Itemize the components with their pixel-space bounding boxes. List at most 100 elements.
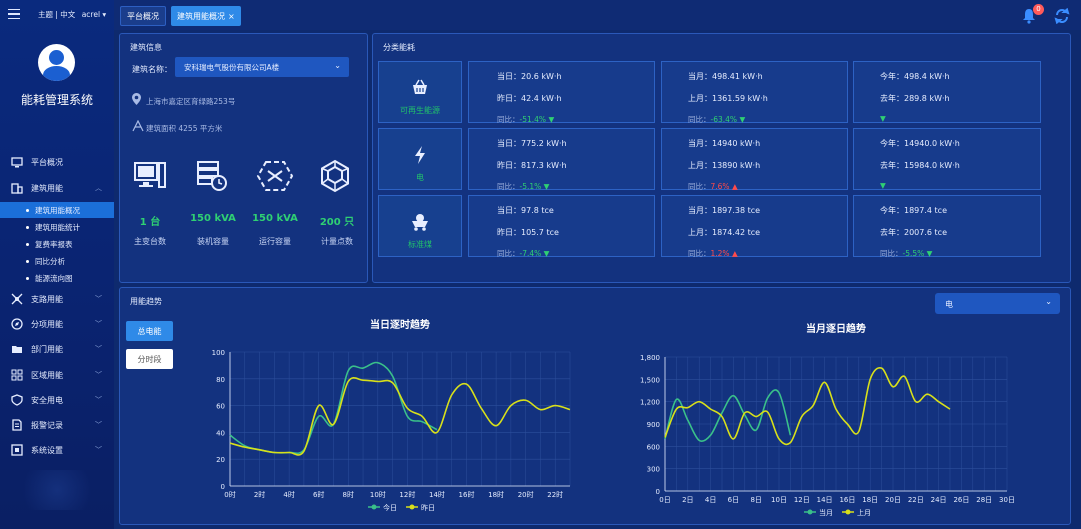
- x-tick-label: 8日: [750, 496, 761, 504]
- y-tick-label: 100: [212, 349, 225, 357]
- yoy-label: 同比：: [497, 182, 520, 191]
- chevron-down-icon: ﹀: [95, 345, 102, 353]
- total-energy-button[interactable]: 总电能: [126, 321, 173, 341]
- y-tick-label: 20: [216, 456, 225, 464]
- sidebar-item[interactable]: 分项用能 ﹀: [0, 313, 114, 335]
- coal-cart-icon: [410, 213, 430, 234]
- energy-value: 去年：15984.0 kW·h: [880, 161, 960, 170]
- notification-badge: 0: [1033, 4, 1044, 15]
- submenu-item[interactable]: 能源流向图: [0, 270, 114, 286]
- sidebar-item[interactable]: 报警记录 ﹀: [0, 414, 114, 436]
- category-day-cell: 当日：20.6 kW·h 昨日：42.4 kW·h 同比：-51.4% ▼: [468, 61, 655, 124]
- sidebar-decoration: [12, 470, 102, 510]
- y-tick-label: 80: [216, 376, 225, 384]
- caret-down-icon[interactable]: ▾: [102, 10, 107, 19]
- y-tick-label: 60: [216, 403, 225, 411]
- x-tick-label: 0时: [224, 490, 235, 499]
- bullet-icon: [26, 208, 29, 212]
- legend-label[interactable]: 当月: [819, 508, 833, 517]
- submenu-item[interactable]: 复费率报表: [0, 236, 114, 252]
- x-tick-label: 16日: [839, 496, 855, 504]
- stat-label: 装机容量: [197, 237, 229, 246]
- computer-icon: [134, 160, 166, 190]
- sidebar-item-label: 支路用能: [31, 294, 63, 304]
- sidebar-item[interactable]: 建筑用能 ︿: [0, 177, 114, 199]
- category-card[interactable]: 可再生能源: [378, 61, 462, 123]
- x-tick-label: 8时: [343, 490, 354, 499]
- sidebar-item[interactable]: 系统设置 ﹀: [0, 439, 114, 461]
- folder-icon: [10, 343, 23, 356]
- basket-icon: [411, 79, 429, 98]
- avatar[interactable]: [38, 44, 75, 81]
- submenu-item[interactable]: 同比分析: [0, 253, 114, 269]
- submenu-item[interactable]: 建筑用能概况: [0, 202, 114, 218]
- building-select[interactable]: 安科瑞电气股份有限公司A楼 ⌄: [175, 57, 349, 77]
- legend-label[interactable]: 昨日: [421, 503, 435, 512]
- yoy-line: ▼: [880, 114, 886, 123]
- time-period-button[interactable]: 分时段: [126, 349, 173, 369]
- button-label: 总电能: [137, 326, 162, 336]
- category-card[interactable]: 标准煤: [378, 195, 462, 257]
- bell-icon[interactable]: [1022, 8, 1036, 24]
- arrow-down-icon: ▼: [880, 114, 886, 123]
- submenu-label: 建筑用能统计: [35, 222, 80, 232]
- legend-marker: [845, 509, 851, 515]
- series-line: [229, 377, 571, 456]
- legend-label[interactable]: 上月: [857, 508, 871, 517]
- stat-value: 150 kVA: [190, 213, 236, 224]
- panel-title: 分类能耗: [383, 43, 415, 52]
- sidebar-item[interactable]: 区域用能 ﹀: [0, 364, 114, 386]
- sidebar-item[interactable]: 支路用能 ﹀: [0, 288, 114, 310]
- energy-value: 昨日：42.4 kW·h: [497, 94, 562, 103]
- yoy-line: 同比：7.6% ▲: [688, 181, 738, 192]
- energy-value: 上月：1361.59 kW·h: [688, 94, 768, 103]
- energy-value: 当月：14940 kW·h: [688, 139, 761, 148]
- y-tick-label: 1,500: [640, 376, 660, 384]
- bullet-icon: [26, 259, 29, 263]
- sidebar-item-label: 平台概况: [31, 157, 63, 167]
- arrow-down-icon: ▼: [543, 182, 550, 191]
- x-tick-label: 6时: [313, 490, 324, 499]
- energy-type-value: 电: [945, 300, 953, 309]
- tab-close-icon[interactable]: ×: [228, 11, 235, 21]
- arrow-down-icon: ▼: [543, 249, 550, 258]
- yoy-label: 同比：: [688, 182, 711, 191]
- y-tick-label: 0: [221, 483, 225, 491]
- x-tick-label: 10时: [370, 490, 386, 499]
- sidebar-item[interactable]: 平台概况: [0, 151, 114, 173]
- chart-title: 当月逐日趋势: [806, 322, 866, 335]
- submenu-label: 复费率报表: [35, 239, 73, 249]
- legend-marker: [371, 504, 377, 510]
- top-links[interactable]: 主题 | 中文: [38, 10, 76, 19]
- sidebar-item[interactable]: 部门用能 ﹀: [0, 338, 114, 360]
- x-tick-label: 16时: [459, 490, 475, 499]
- legend-marker: [409, 504, 415, 510]
- x-tick-label: 12日: [794, 496, 810, 504]
- bullet-icon: [26, 242, 29, 246]
- tab-platform-overview[interactable]: 平台概况: [120, 6, 166, 26]
- sidebar-item[interactable]: 安全用电 ﹀: [0, 389, 114, 411]
- username[interactable]: acrel: [81, 10, 101, 19]
- energy-type-select[interactable]: 电 ⌄: [935, 293, 1060, 314]
- category-card[interactable]: 电: [378, 128, 462, 190]
- yoy-value: 1.2%: [710, 249, 730, 258]
- panel-title: 用能趋势: [130, 297, 162, 306]
- chevron-up-icon: ︿: [95, 184, 102, 192]
- x-tick-label: 12时: [399, 490, 415, 499]
- chevron-down-icon: ﹀: [95, 396, 102, 404]
- tab-label: 平台概况: [127, 11, 159, 21]
- x-tick-label: 22时: [547, 490, 563, 499]
- series-line: [664, 389, 792, 443]
- chevron-down-icon: ﹀: [95, 295, 102, 303]
- category-name: 电: [416, 173, 424, 182]
- yoy-label: 同比：: [497, 249, 520, 258]
- menu-toggle-icon[interactable]: [8, 9, 20, 19]
- tab-building-overview[interactable]: 建筑用能概况 ×: [171, 6, 241, 26]
- legend-marker: [807, 509, 813, 515]
- refresh-icon[interactable]: [1054, 7, 1070, 25]
- legend-label[interactable]: 今日: [383, 503, 397, 512]
- energy-value: 当日：97.8 tce: [497, 206, 554, 215]
- submenu-item[interactable]: 建筑用能统计: [0, 219, 114, 235]
- sidebar-item-label: 区域用能: [31, 370, 63, 380]
- category-day-cell: 当日：97.8 tce 昨日：105.7 tce 同比：-7.4% ▼: [468, 195, 655, 258]
